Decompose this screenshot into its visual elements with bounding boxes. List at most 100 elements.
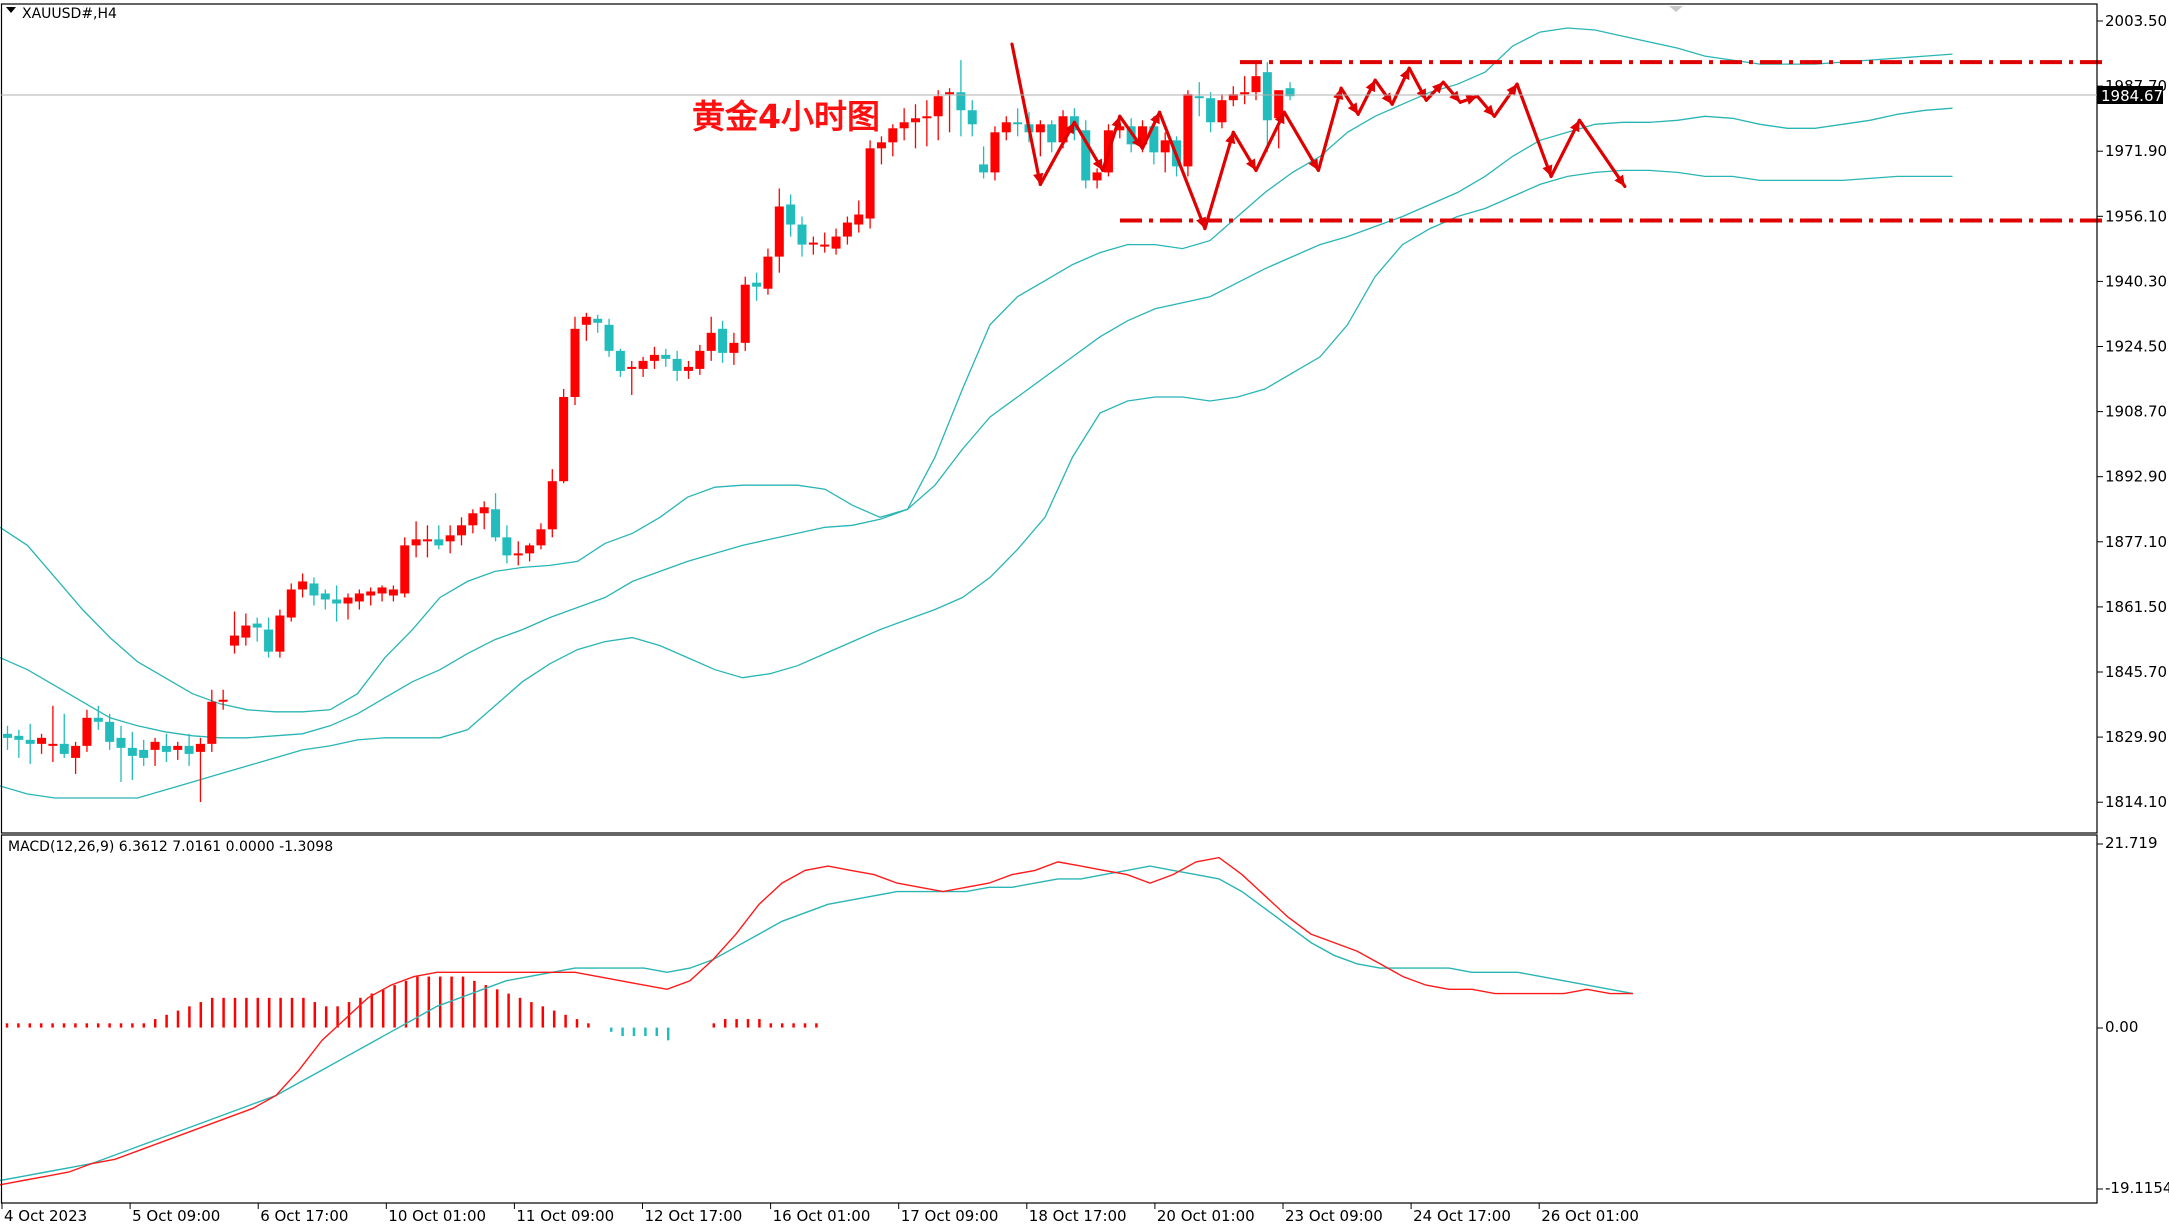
price-tick-label: 1892.90: [2105, 468, 2167, 486]
price-axis[interactable]: 2003.501987.701971.901956.101940.301924.…: [2097, 12, 2167, 811]
candle: [649, 346, 659, 369]
candle-body: [922, 116, 932, 119]
candle: [320, 589, 330, 610]
macd-axis[interactable]: 21.719 0.00 -19.1154: [2097, 834, 2169, 1197]
candle: [252, 617, 262, 642]
candle-body: [116, 737, 126, 748]
candle: [1092, 168, 1102, 189]
candle: [559, 388, 569, 484]
candle: [1013, 108, 1023, 137]
candle: [230, 611, 239, 654]
candle-body: [388, 589, 398, 596]
arrow-head-icon: [1542, 164, 1553, 177]
candle: [1001, 116, 1011, 141]
candle: [831, 228, 841, 255]
candle: [457, 517, 466, 546]
candle-body: [1001, 122, 1011, 133]
candle: [1194, 82, 1204, 117]
time-tick-label: 24 Oct 17:00: [1413, 1207, 1511, 1225]
time-tick-label: 5 Oct 09:00: [132, 1207, 220, 1225]
candle-body: [3, 733, 12, 738]
candle: [343, 593, 353, 620]
candle: [581, 312, 591, 341]
candle: [161, 733, 171, 762]
macd-main-line: [0, 856, 1633, 1186]
time-tick-label: 20 Oct 01:00: [1157, 1207, 1255, 1225]
candle-body: [434, 539, 444, 546]
arrow-head-icon: [1131, 136, 1143, 149]
price-tick-label: 1877.10: [2105, 533, 2167, 551]
candle: [218, 689, 228, 710]
candle: [899, 108, 909, 141]
candle-body: [195, 743, 205, 752]
arrow-shaft: [1577, 118, 1627, 189]
candle-body: [332, 599, 342, 604]
candle-body: [1115, 126, 1125, 131]
candle: [422, 525, 432, 558]
symbol-dropdown-icon[interactable]: [6, 7, 16, 13]
candle: [525, 543, 535, 562]
candle-body: [854, 214, 864, 225]
candle: [1228, 86, 1238, 107]
candle: [967, 100, 977, 137]
candle-body: [649, 354, 659, 361]
arrow-shaft: [1316, 86, 1343, 173]
macd-tick-label: -19.1154: [2105, 1179, 2169, 1197]
arrow-shaft: [1157, 110, 1207, 231]
projection-arrow: [1203, 130, 1236, 231]
candle: [400, 537, 410, 598]
candle: [1160, 132, 1170, 173]
candle-body: [298, 581, 308, 590]
projection-arrow: [1577, 118, 1627, 189]
candle-body: [774, 206, 784, 257]
candle-body: [638, 360, 648, 369]
arrow-head-icon: [1111, 116, 1122, 129]
candle: [888, 124, 898, 157]
candle: [752, 272, 762, 301]
arrow-shaft: [1038, 120, 1077, 187]
chart-annotation-title: 黄金4小时图: [692, 97, 880, 136]
chart-shift-marker-icon[interactable]: [1669, 6, 1683, 12]
projection-arrow: [1458, 94, 1479, 105]
candle: [1240, 76, 1250, 105]
arrow-head-icon: [1347, 102, 1359, 115]
candle-body: [468, 513, 478, 526]
candle: [127, 731, 137, 780]
candle-body: [786, 204, 796, 225]
projection-arrow: [1118, 114, 1145, 150]
candle-body: [1274, 90, 1284, 119]
candle: [14, 729, 24, 758]
macd-panel[interactable]: [0, 856, 1634, 1186]
candle-body: [990, 132, 1000, 173]
candle-body: [559, 396, 569, 482]
candle: [570, 316, 580, 405]
candle-body: [82, 717, 92, 746]
candle-body: [252, 623, 262, 628]
candle: [286, 583, 296, 622]
price-tick-label: 1814.10: [2105, 793, 2167, 811]
candle: [513, 541, 523, 566]
projection-arrow: [1316, 86, 1344, 173]
candle-body: [808, 242, 818, 245]
candle: [468, 509, 478, 534]
projection-arrow: [1157, 110, 1207, 231]
candle: [366, 587, 376, 606]
candle: [786, 194, 796, 237]
candle-body: [1160, 140, 1170, 153]
candle: [150, 737, 160, 766]
candle: [388, 585, 398, 602]
candle: [207, 689, 217, 752]
arrow-head-icon: [1196, 216, 1206, 229]
candle-body: [615, 350, 625, 371]
candle: [547, 469, 557, 538]
candle-body: [286, 589, 296, 618]
time-axis[interactable]: 4 Oct 2023 5 Oct 09:00 6 Oct 17:00 10 Oct 0…: [1, 1203, 1639, 1225]
candle: [911, 104, 920, 149]
candle-body: [184, 745, 194, 754]
candle: [615, 348, 625, 377]
candle-body: [1183, 94, 1193, 167]
candle: [354, 589, 364, 610]
candle: [1126, 118, 1136, 153]
